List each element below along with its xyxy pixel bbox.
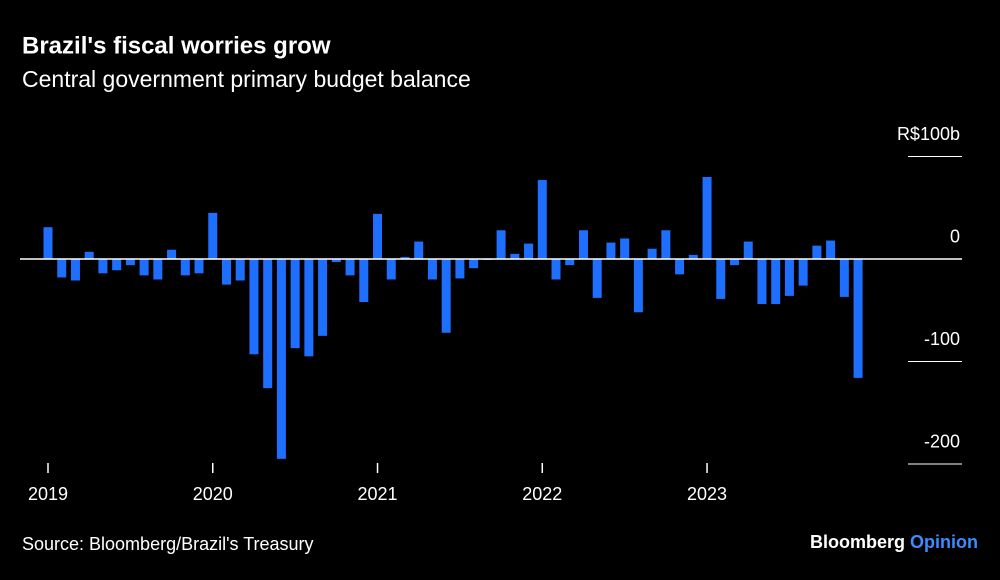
bar	[194, 258, 204, 274]
bar	[565, 258, 575, 266]
bar	[455, 258, 465, 279]
bar	[57, 258, 67, 278]
bar	[510, 253, 520, 259]
bar	[826, 240, 836, 259]
bar	[757, 258, 767, 305]
bar	[249, 258, 259, 355]
bar	[633, 258, 643, 313]
bar	[43, 227, 53, 259]
bar	[70, 258, 80, 281]
bar	[235, 258, 245, 281]
bar	[112, 258, 122, 271]
x-tick-label: 2021	[357, 484, 397, 504]
bar	[537, 180, 547, 259]
bar	[276, 258, 286, 459]
bar	[469, 258, 479, 269]
x-tick-label: 2019	[28, 484, 68, 504]
bar	[771, 258, 781, 305]
bar	[139, 258, 149, 276]
bar	[400, 256, 410, 259]
source: Source: Bloomberg/Brazil's Treasury	[22, 534, 314, 554]
bar	[730, 258, 739, 266]
bar	[798, 258, 808, 286]
bar	[853, 258, 863, 378]
y-tick-label: -100	[924, 329, 960, 349]
y-tick-label: R$100b	[897, 124, 960, 144]
bar	[839, 258, 849, 297]
bar	[359, 258, 369, 303]
bar	[784, 258, 794, 296]
bar	[84, 251, 94, 259]
bar	[263, 258, 273, 389]
bar	[98, 258, 108, 274]
bar	[661, 230, 671, 259]
bar	[620, 238, 630, 259]
bar	[208, 212, 218, 259]
bar	[427, 258, 437, 280]
bar	[345, 258, 355, 276]
brand-name: Bloomberg	[810, 532, 905, 552]
x-tick-label: 2023	[687, 484, 727, 504]
bar	[414, 241, 424, 259]
bar	[688, 254, 698, 259]
bar	[647, 248, 657, 259]
x-tick-label: 2020	[193, 484, 233, 504]
bar	[125, 258, 135, 266]
bar	[441, 258, 451, 333]
bar	[702, 176, 712, 259]
chart-title: Brazil's fiscal worries grow	[22, 32, 331, 59]
bar	[496, 230, 506, 259]
bar	[812, 245, 822, 259]
bar	[331, 258, 341, 263]
bar	[167, 249, 177, 259]
bar	[153, 258, 163, 280]
bar	[524, 243, 534, 259]
bar	[551, 258, 561, 280]
bar	[743, 241, 753, 259]
bar	[606, 242, 616, 259]
bar	[578, 230, 588, 259]
y-tick-label: -200	[924, 432, 960, 452]
bar	[675, 258, 685, 275]
bar	[386, 258, 396, 280]
brand: Bloomberg Opinion	[810, 532, 978, 552]
brand-opinion: Opinion	[910, 532, 978, 552]
bar	[318, 258, 328, 336]
y-tick-label: 0	[950, 227, 960, 247]
bar	[592, 258, 602, 298]
bar	[716, 258, 726, 299]
bar	[304, 258, 314, 357]
bar	[180, 258, 190, 276]
bar	[290, 258, 300, 349]
bar	[221, 258, 231, 285]
chart-subtitle: Central government primary budget balanc…	[22, 66, 471, 92]
bar	[373, 213, 383, 259]
x-tick-label: 2022	[522, 484, 562, 504]
